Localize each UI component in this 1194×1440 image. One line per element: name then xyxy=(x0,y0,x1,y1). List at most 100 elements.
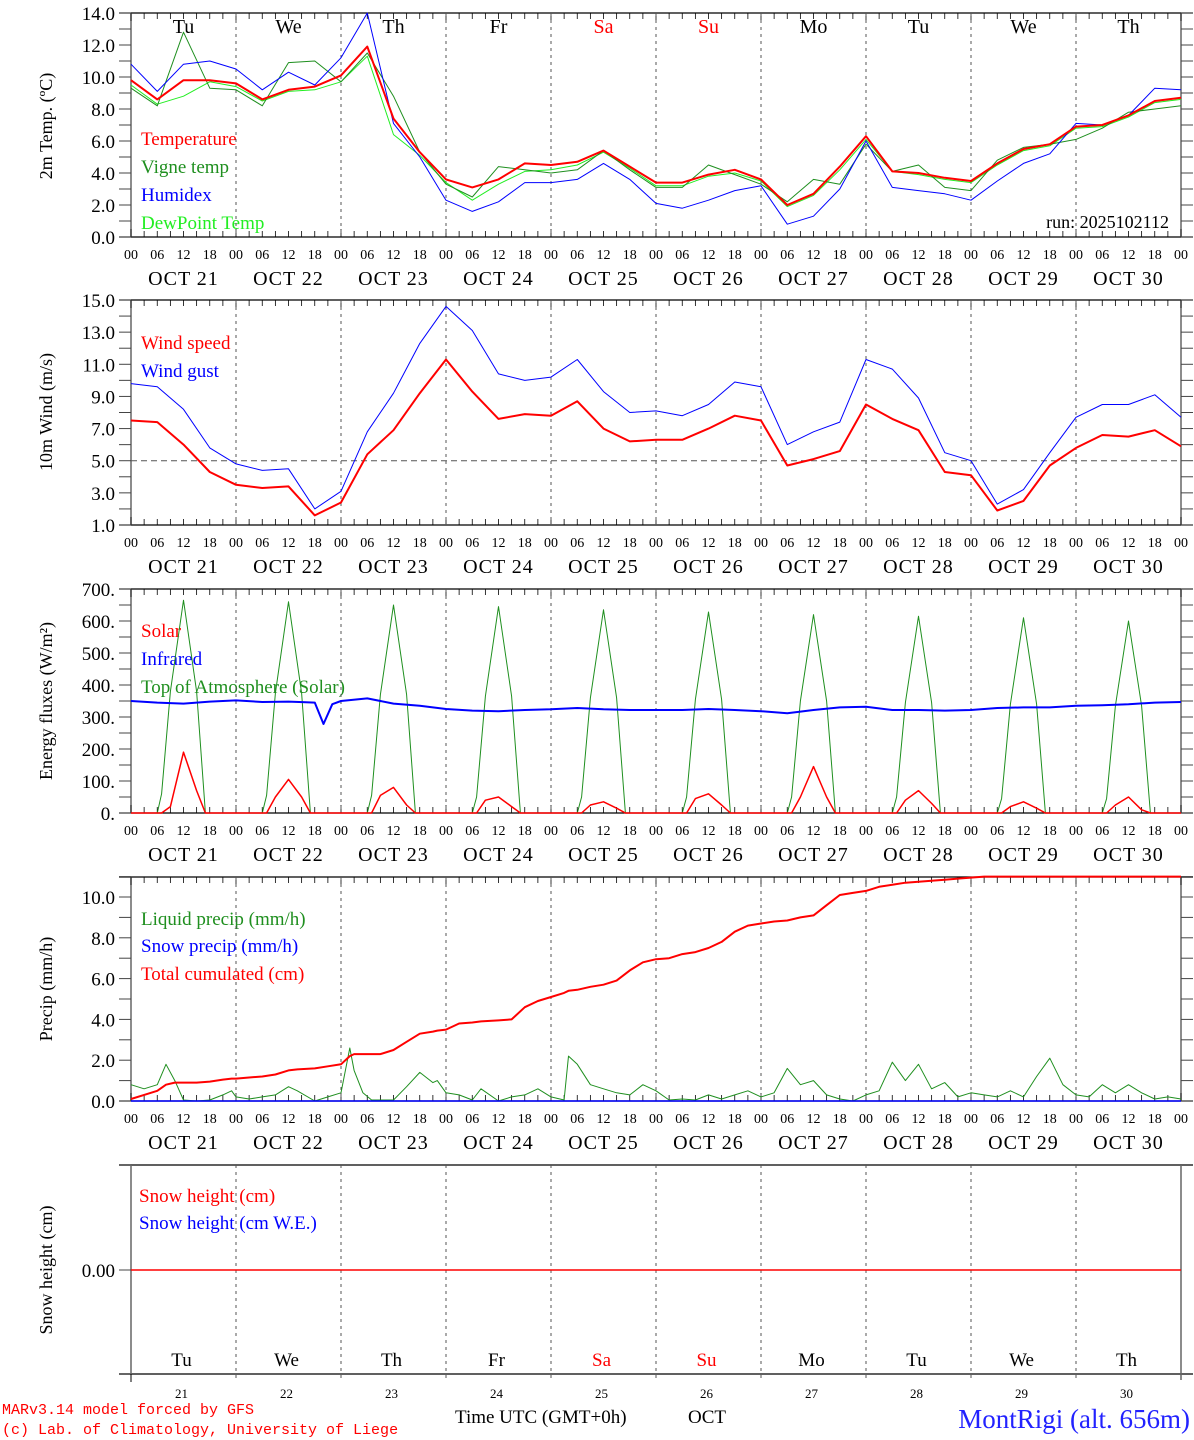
y-tick-label: 13.0 xyxy=(82,323,115,344)
x-hour-label: 00 xyxy=(334,248,348,263)
x-date-label: OCT 28 xyxy=(883,844,954,866)
x-hour-label: 18 xyxy=(833,536,847,551)
y-tick-label: 8.0 xyxy=(91,100,115,121)
y-tick-label: 0.00 xyxy=(82,1261,115,1282)
x-date-label: OCT 26 xyxy=(673,268,744,290)
x-hour-label: 18 xyxy=(623,1112,637,1127)
x-date-label: OCT 22 xyxy=(253,556,324,578)
day-number-label: 30 xyxy=(1120,1386,1133,1401)
temperature-panel: 2m Temp. (ºC) Temperature Vigne temp Hum… xyxy=(36,73,1169,234)
temperature-ylabel: 2m Temp. (ºC) xyxy=(36,73,57,179)
legend-vigne-temp: Vigne temp xyxy=(141,157,229,178)
y-tick-label: 400. xyxy=(82,676,115,697)
x-date-label: OCT 30 xyxy=(1093,844,1164,866)
x-date-label: OCT 21 xyxy=(148,556,219,578)
x-hour-label: 12 xyxy=(1122,536,1136,551)
x-hour-label: 06 xyxy=(570,248,584,263)
legend-temperature: Temperature xyxy=(141,129,237,150)
x-hour-label: 18 xyxy=(1148,248,1162,263)
x-hour-label: 06 xyxy=(1095,824,1109,839)
day-number-label: 24 xyxy=(490,1386,504,1401)
x-hour-label: 06 xyxy=(885,824,899,839)
x-hour-label: 12 xyxy=(597,248,611,263)
x-hour-label: 06 xyxy=(885,536,899,551)
x-hour-label: 18 xyxy=(1148,536,1162,551)
x-hour-label: 12 xyxy=(282,536,296,551)
x-hour-label: 00 xyxy=(859,536,873,551)
x-hour-label: 00 xyxy=(649,824,663,839)
weekday-label: Tu xyxy=(171,1350,192,1371)
y-tick-label: 12.0 xyxy=(82,36,115,57)
x-hour-label: 00 xyxy=(754,824,768,839)
weekday-label: Th xyxy=(1117,16,1139,38)
x-hour-label: 12 xyxy=(597,536,611,551)
x-hour-label: 12 xyxy=(597,824,611,839)
x-hour-label: 12 xyxy=(177,248,191,263)
energy-panel: Energy fluxes (W/m²) Solar Infrared Top … xyxy=(36,621,345,780)
x-hour-label: 06 xyxy=(150,536,164,551)
y-tick-label: 0. xyxy=(101,804,115,825)
x-hour-label: 00 xyxy=(964,248,978,263)
x-hour-label: 18 xyxy=(623,824,637,839)
x-hour-label: 06 xyxy=(885,1112,899,1127)
y-tick-label: 14.0 xyxy=(82,4,115,25)
energy-ylabel: Energy fluxes (W/m²) xyxy=(36,622,57,780)
x-date-label: OCT 26 xyxy=(673,1132,744,1154)
x-hour-label: 12 xyxy=(807,536,821,551)
day-number-label: 28 xyxy=(910,1386,923,1401)
legend-dewpoint-temp: DewPoint Temp xyxy=(141,213,264,234)
x-hour-label: 00 xyxy=(1069,536,1083,551)
y-tick-label: 15.0 xyxy=(82,291,115,312)
x-hour-label: 00 xyxy=(439,248,453,263)
x-hour-label: 18 xyxy=(518,248,532,263)
x-hour-label: 06 xyxy=(570,536,584,551)
y-tick-label: 5.0 xyxy=(91,452,115,473)
legend-infrared: Infrared xyxy=(141,649,203,670)
day-number-label: 25 xyxy=(595,1386,608,1401)
day-number-label: 23 xyxy=(385,1386,398,1401)
x-hour-label: 06 xyxy=(1095,536,1109,551)
legend-wind-gust: Wind gust xyxy=(141,361,220,382)
x-hour-label: 00 xyxy=(754,248,768,263)
x-hour-label: 12 xyxy=(1017,248,1031,263)
x-hour-label: 00 xyxy=(964,536,978,551)
x-hour-label: 12 xyxy=(282,248,296,263)
x-hour-label: 12 xyxy=(1122,248,1136,263)
x-hour-label: 18 xyxy=(203,824,217,839)
y-tick-label: 3.0 xyxy=(91,484,115,505)
x-hour-label: 00 xyxy=(1174,536,1188,551)
x-hour-label: 00 xyxy=(334,824,348,839)
x-hour-label: 00 xyxy=(544,536,558,551)
x-hour-label: 12 xyxy=(387,536,401,551)
x-date-label: OCT 30 xyxy=(1093,268,1164,290)
series-liquid-precip xyxy=(130,1047,1182,1102)
series-humidex xyxy=(130,12,1182,225)
day-number-label: 27 xyxy=(805,1386,819,1401)
x-hour-label: 12 xyxy=(807,1112,821,1127)
month-label: OCT xyxy=(688,1407,726,1428)
x-hour-label: 18 xyxy=(1148,824,1162,839)
weekday-label: Fr xyxy=(490,16,508,38)
x-hour-label: 12 xyxy=(912,824,926,839)
x-hour-label: 00 xyxy=(859,824,873,839)
x-date-label: OCT 29 xyxy=(988,1132,1059,1154)
x-hour-label: 12 xyxy=(177,536,191,551)
credit-line-1: MARv3.14 model forced by GFS xyxy=(2,1402,254,1419)
x-hour-label: 00 xyxy=(964,824,978,839)
x-hour-label: 18 xyxy=(1043,536,1057,551)
x-date-label: OCT 25 xyxy=(568,268,639,290)
x-date-label: OCT 21 xyxy=(148,1132,219,1154)
x-hour-label: 00 xyxy=(544,248,558,263)
x-date-label: OCT 27 xyxy=(778,556,849,578)
weekday-label: Th xyxy=(381,1350,403,1371)
x-date-label: OCT 26 xyxy=(673,556,744,578)
x-hour-label: 06 xyxy=(675,1112,689,1127)
x-hour-label: 12 xyxy=(702,1112,716,1127)
y-tick-label: 500. xyxy=(82,644,115,665)
weekday-label: Sa xyxy=(592,1350,612,1371)
y-tick-label: 10.0 xyxy=(82,68,115,89)
x-hour-label: 12 xyxy=(1017,1112,1031,1127)
x-hour-label: 18 xyxy=(623,248,637,263)
y-tick-label: 6.0 xyxy=(91,970,115,991)
x-hour-label: 00 xyxy=(754,536,768,551)
